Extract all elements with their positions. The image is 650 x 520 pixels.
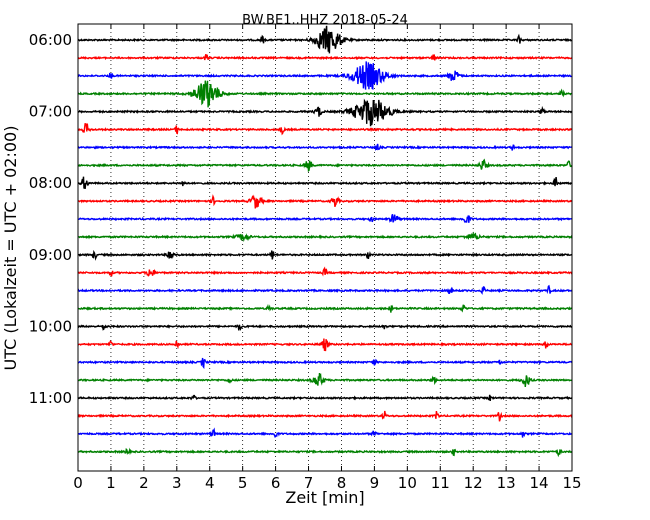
trace-0630 — [77, 61, 573, 90]
x-tick-label: 6 — [271, 474, 281, 492]
x-tick-label: 12 — [464, 474, 483, 492]
trace-0645 — [77, 80, 573, 108]
trace-0930 — [77, 284, 573, 295]
trace-1015 — [77, 338, 573, 352]
x-tick-label: 3 — [172, 474, 182, 492]
trace-0915 — [77, 266, 573, 277]
trace-1145 — [78, 447, 573, 458]
y-tick-label: 06:00 — [29, 31, 72, 49]
trace-0745 — [77, 158, 573, 173]
trace-1030 — [77, 357, 573, 370]
x-tick-label: 11 — [431, 474, 450, 492]
x-tick-label: 4 — [205, 474, 215, 492]
plot-frame — [77, 23, 573, 472]
y-axis: 06:00 07:00 08:00 09:00 10:00 11:00 — [29, 31, 83, 407]
x-tick-label: 2 — [139, 474, 149, 492]
trace-1100 — [77, 394, 573, 402]
x-axis-label: Zeit [min] — [285, 488, 364, 507]
x-tick-label: 1 — [106, 474, 116, 492]
y-tick-label: 09:00 — [29, 246, 72, 264]
trace-0615 — [77, 53, 573, 61]
trace-group — [77, 25, 573, 458]
trace-1130 — [77, 427, 573, 439]
x-tick-label: 15 — [562, 474, 581, 492]
x-tick-label: 14 — [530, 474, 549, 492]
trace-0830 — [77, 213, 573, 224]
trace-0730 — [77, 143, 573, 152]
trace-1045 — [77, 372, 573, 387]
y-axis-label: UTC (Lokalzeit = UTC + 02:00) — [1, 126, 20, 371]
trace-0945 — [78, 303, 573, 313]
x-tick-label: 7 — [304, 474, 314, 492]
y-tick-label: 11:00 — [29, 389, 72, 407]
y-tick-label: 08:00 — [29, 174, 72, 192]
trace-1115 — [77, 410, 573, 422]
trace-1000 — [77, 324, 573, 331]
trace-0800 — [77, 176, 573, 189]
trace-0600 — [77, 25, 573, 54]
chart-title: BW.BE1..HHZ 2018-05-24 — [242, 13, 408, 28]
x-tick-label: 8 — [337, 474, 347, 492]
trace-0815 — [77, 194, 573, 209]
x-tick-label: 0 — [73, 474, 83, 492]
trace-0700 — [77, 98, 573, 127]
trace-0715 — [77, 123, 573, 136]
x-axis: 0 1 2 3 4 5 6 7 8 9 10 11 12 13 14 15 — [73, 24, 582, 492]
x-tick-label: 10 — [398, 474, 417, 492]
y-tick-label: 10:00 — [29, 317, 72, 335]
x-tick-label: 13 — [497, 474, 516, 492]
trace-0845 — [77, 231, 573, 243]
grid-lines — [110, 24, 540, 471]
y-tick-label: 07:00 — [29, 103, 72, 121]
x-tick-label: 9 — [370, 474, 380, 492]
trace-0900 — [77, 249, 573, 261]
x-tick-label: 5 — [238, 474, 248, 492]
